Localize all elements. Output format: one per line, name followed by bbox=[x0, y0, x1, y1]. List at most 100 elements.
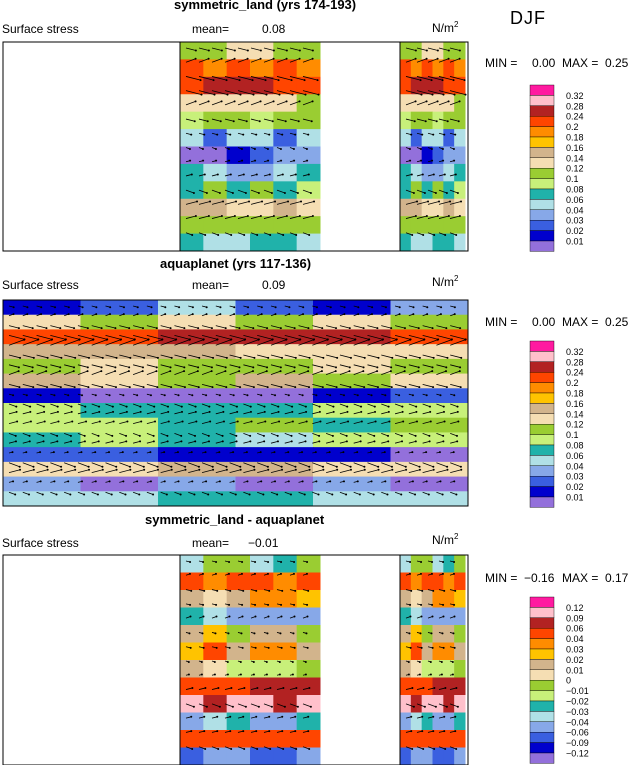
stress-vector-head bbox=[295, 747, 298, 750]
contour-band bbox=[158, 476, 236, 492]
stress-vector-head bbox=[39, 394, 42, 397]
stress-vector bbox=[8, 354, 21, 359]
legend-swatch bbox=[529, 742, 555, 754]
contour-band bbox=[410, 660, 423, 678]
legend-swatch bbox=[529, 126, 555, 138]
stress-vector-head bbox=[125, 440, 128, 443]
contour-band bbox=[80, 461, 159, 478]
stress-vector-head bbox=[160, 338, 163, 341]
stress-vector bbox=[160, 403, 169, 408]
stress-vector-head bbox=[329, 313, 332, 316]
contour-band bbox=[410, 94, 423, 113]
stress-vector-head bbox=[442, 440, 445, 443]
stress-vector bbox=[22, 335, 39, 340]
stress-vector bbox=[36, 421, 45, 424]
stress-vector-head bbox=[246, 313, 249, 316]
stress-vector bbox=[422, 441, 430, 444]
stress-vector-head bbox=[108, 451, 111, 454]
stress-vector bbox=[237, 687, 245, 690]
stress-vector-head bbox=[219, 313, 222, 316]
stress-vector bbox=[22, 339, 38, 346]
stress-vector bbox=[201, 403, 210, 408]
stress-vector-head bbox=[109, 313, 112, 316]
stress-vector bbox=[276, 189, 286, 194]
stress-vector-head bbox=[153, 405, 156, 408]
stress-vector bbox=[312, 370, 323, 375]
contour-band bbox=[226, 555, 251, 573]
stress-vector bbox=[302, 76, 318, 81]
stress-vector bbox=[132, 462, 144, 468]
stress-vector-head bbox=[293, 370, 296, 373]
contour-band bbox=[454, 607, 466, 626]
stress-vector-head bbox=[314, 451, 317, 454]
contour-band bbox=[203, 42, 228, 60]
stress-vector bbox=[302, 58, 313, 63]
contour-band bbox=[273, 181, 298, 200]
stress-vector bbox=[119, 384, 130, 388]
stress-vector-head bbox=[269, 686, 272, 689]
stress-vector-head bbox=[425, 394, 428, 397]
stress-vector-head bbox=[307, 327, 310, 330]
stress-vector-head bbox=[320, 370, 323, 373]
stress-vector-head bbox=[348, 370, 351, 373]
stress-vector-head bbox=[363, 356, 366, 359]
stress-vector-head bbox=[252, 327, 255, 330]
stress-vector-head bbox=[15, 405, 18, 408]
stress-vector-head bbox=[190, 173, 193, 176]
contour-band bbox=[400, 198, 412, 217]
stress-vector-head bbox=[188, 632, 191, 635]
legend-label: 0.14 bbox=[566, 153, 584, 163]
stress-vector bbox=[201, 411, 210, 415]
legend-label: 0.06 bbox=[566, 451, 584, 461]
panel1-mean-label: mean= bbox=[192, 22, 230, 36]
stress-vector-head bbox=[308, 747, 311, 750]
contour-band bbox=[421, 181, 433, 200]
stress-vector bbox=[450, 491, 457, 495]
stress-vector bbox=[91, 335, 108, 340]
stress-vector bbox=[367, 411, 376, 415]
stress-vector-head bbox=[438, 200, 441, 203]
stress-vector-head bbox=[384, 313, 387, 316]
stress-vector-head bbox=[370, 480, 373, 483]
stress-vector-head bbox=[142, 386, 145, 389]
stress-vector bbox=[211, 687, 219, 690]
stress-vector-head bbox=[36, 338, 39, 341]
stress-vector bbox=[77, 433, 85, 437]
stress-vector bbox=[132, 469, 145, 473]
stress-vector-head bbox=[164, 306, 167, 309]
stress-vector bbox=[270, 335, 287, 340]
stress-vector bbox=[325, 491, 333, 495]
stress-vector-head bbox=[412, 313, 415, 316]
contour-band bbox=[3, 447, 81, 463]
stress-vector-head bbox=[306, 603, 309, 606]
contour-band bbox=[158, 491, 236, 507]
stress-vector-head bbox=[445, 192, 448, 195]
stress-vector-head bbox=[249, 440, 252, 443]
stress-vector-head bbox=[418, 356, 421, 359]
contour-band bbox=[421, 233, 433, 252]
contour-band bbox=[421, 625, 433, 643]
stress-vector bbox=[201, 433, 209, 437]
stress-vector-head bbox=[407, 661, 410, 664]
contour-band bbox=[203, 163, 228, 182]
stress-vector bbox=[215, 339, 231, 346]
contour-band bbox=[313, 403, 391, 419]
stress-vector bbox=[257, 469, 269, 473]
stress-vector bbox=[339, 403, 348, 408]
legend-swatch bbox=[529, 105, 555, 117]
stress-vector bbox=[367, 384, 379, 388]
stress-vector bbox=[312, 364, 323, 368]
contour-band bbox=[3, 461, 81, 478]
stress-vector-head bbox=[213, 93, 216, 96]
stress-vector-head bbox=[294, 173, 297, 176]
stress-vector-head bbox=[274, 394, 277, 397]
stress-vector-head bbox=[81, 480, 84, 483]
contour-band bbox=[443, 607, 455, 626]
stress-vector bbox=[427, 215, 438, 219]
stress-vector-head bbox=[453, 603, 456, 606]
contour-band bbox=[296, 198, 321, 217]
stress-vector bbox=[422, 354, 434, 359]
stress-vector bbox=[394, 354, 407, 359]
contour-band bbox=[273, 660, 298, 678]
stress-vector bbox=[64, 354, 76, 359]
